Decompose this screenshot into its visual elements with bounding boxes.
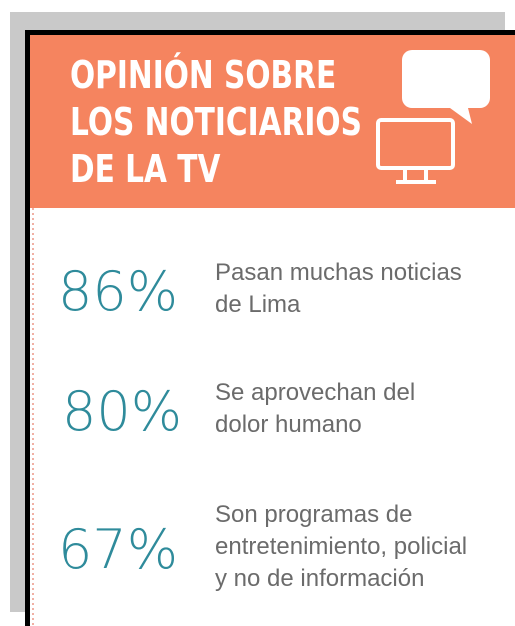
tv-screen — [376, 118, 455, 170]
bubble — [402, 50, 490, 124]
title-line: DE LA TV — [70, 147, 221, 192]
percent: 80% — [62, 380, 182, 443]
speech-bubble-icon — [402, 50, 490, 124]
title-line: OPINIÓN SOBRE — [70, 52, 336, 98]
description: Pasan muchas noticias — [215, 259, 462, 286]
description: dolor humano — [215, 411, 362, 438]
description: Son programas de — [215, 501, 412, 528]
tv-icon — [376, 118, 455, 184]
description: entretenimiento, policial — [215, 533, 467, 560]
description: Se aprovechan del — [215, 379, 415, 406]
description: y no de información — [215, 565, 424, 592]
percent: 67% — [58, 518, 178, 581]
card-left-border — [25, 30, 30, 626]
card-top-border — [25, 30, 515, 35]
description: de Lima — [215, 291, 301, 318]
title-line: LOS NOTICIARIOS — [70, 100, 362, 145]
percent: 86% — [58, 260, 178, 323]
